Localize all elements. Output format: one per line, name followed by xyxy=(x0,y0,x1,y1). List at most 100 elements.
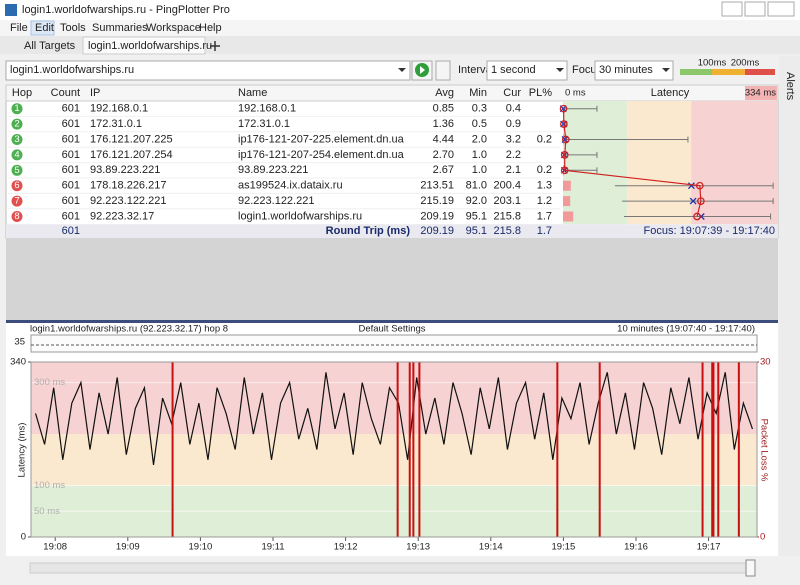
hop-status xyxy=(11,180,23,192)
y2-tick-label: 0 xyxy=(760,532,765,543)
menu-item[interactable]: Workspace xyxy=(146,22,201,34)
ip-cell: 176.121.207.225 xyxy=(90,133,173,145)
count-cell: 601 xyxy=(62,164,80,176)
avg-marker xyxy=(695,181,704,190)
splitter xyxy=(6,320,778,323)
hop-number: 3 xyxy=(14,134,19,145)
app-icon xyxy=(5,4,17,16)
legend-label: 100ms xyxy=(698,58,727,69)
table-body: Hop Count IP Name Avg Min Cur PL% Latency 0 ms 334… xyxy=(6,86,778,239)
column-header: Hop xyxy=(12,87,32,99)
cur-cell: 2.1 xyxy=(506,164,521,176)
avg-marker xyxy=(560,166,569,175)
latency-graph: 300 ms 100 ms 50 ms 0 340 0 30 Latency (ms) Pack… xyxy=(10,357,770,553)
menu-item[interactable]: Tools xyxy=(60,22,86,34)
close-button[interactable] xyxy=(767,1,795,17)
menu-item[interactable]: Edit xyxy=(35,22,54,34)
name-cell: ip176-121-207-254.element.dn.ua xyxy=(238,149,405,161)
zone-bad xyxy=(31,362,757,435)
name-cell: as199524.ix.dataix.ru xyxy=(238,180,343,192)
min-cell: 0.3 xyxy=(472,103,487,115)
name-cell: 93.89.223.221 xyxy=(238,164,308,176)
focus-select[interactable] xyxy=(594,60,674,81)
summary-pl: 1.7 xyxy=(537,225,552,237)
add-tab-button[interactable] xyxy=(210,41,220,51)
summary-avg: 209.19 xyxy=(420,225,454,237)
cur-cell: 203.1 xyxy=(493,195,521,207)
count-cell: 601 xyxy=(62,180,80,192)
latency-zone-bad xyxy=(691,101,777,225)
minimize-button[interactable] xyxy=(721,1,743,17)
min-cell: 2.0 xyxy=(472,133,487,145)
min-cell: 95.1 xyxy=(466,210,487,222)
menu-item[interactable]: File xyxy=(10,22,28,34)
count-cell: 601 xyxy=(62,103,80,115)
summary-label: Round Trip (ms) xyxy=(326,225,411,237)
column-header: Cur xyxy=(503,87,521,99)
avg-cell: 0.85 xyxy=(433,103,454,115)
target-input[interactable] xyxy=(5,60,411,81)
x-tick-label: 19:16 xyxy=(624,542,648,553)
name-cell: login1.worldofwarships.ru xyxy=(238,210,362,222)
avg-marker xyxy=(559,104,568,113)
pl-bar xyxy=(563,196,571,207)
column-header: IP xyxy=(90,87,100,99)
maximize-button[interactable] xyxy=(744,1,766,17)
latency-min-label: 0 ms xyxy=(565,88,586,99)
ip-cell: 176.121.207.254 xyxy=(90,149,173,161)
active-tab-bg xyxy=(82,36,206,55)
name-cell: 192.168.0.1 xyxy=(238,103,296,115)
interval-select[interactable] xyxy=(486,60,568,81)
avg-marker xyxy=(560,120,568,128)
legend-bad xyxy=(745,69,775,75)
y-tick-label: 0 xyxy=(21,532,26,543)
hop-number: 8 xyxy=(14,211,19,222)
x-tick-label: 19:08 xyxy=(43,542,67,553)
menu-item[interactable]: Help xyxy=(199,22,222,34)
focus-value: 30 minutes xyxy=(599,64,653,76)
pl-cell: 0.2 xyxy=(537,133,552,145)
time-scrollbar[interactable] xyxy=(29,562,756,574)
interval-label: Interval xyxy=(458,64,494,76)
tab[interactable]: All Targets xyxy=(24,40,76,52)
count-cell: 601 xyxy=(62,210,80,222)
x-tick-label: 19:11 xyxy=(261,542,284,553)
hop-number: 7 xyxy=(14,196,19,207)
alerts-label[interactable]: Alerts xyxy=(784,72,796,101)
y2-tick-label: 30 xyxy=(760,357,771,368)
inner-tick-label: 50 ms xyxy=(34,506,60,517)
avg-cell: 215.19 xyxy=(420,195,454,207)
x-tick-label: 19:17 xyxy=(697,542,721,553)
interval-value: 1 second xyxy=(491,64,536,76)
name-cell: 92.223.122.221 xyxy=(238,195,314,207)
tab[interactable]: login1.worldofwarships.ru xyxy=(88,40,212,52)
menu-item[interactable]: Summaries xyxy=(92,22,148,34)
ip-cell: 178.18.226.217 xyxy=(90,180,166,192)
alerts-panel xyxy=(779,56,800,556)
dropdown-arrow xyxy=(662,68,670,72)
min-cell: 92.0 xyxy=(466,195,487,207)
pl-cell: 1.2 xyxy=(537,195,552,207)
play-dropdown[interactable] xyxy=(435,60,451,81)
min-cell: 0.5 xyxy=(472,118,487,130)
hop-status xyxy=(11,195,23,207)
hop-number: 1 xyxy=(14,103,19,114)
hop-status xyxy=(11,103,23,115)
legend-good xyxy=(680,69,712,75)
window-title: login1.worldofwarships.ru - PingPlotter … xyxy=(22,4,230,16)
min-cell: 1.0 xyxy=(472,149,487,161)
x-tick-label: 19:13 xyxy=(406,542,430,553)
scroll-thumb[interactable] xyxy=(745,559,756,577)
avg-marker xyxy=(561,135,570,144)
avg-marker xyxy=(693,212,701,221)
overview-strip xyxy=(30,334,758,353)
menu-highlight xyxy=(30,20,55,36)
avg-cell: 2.67 xyxy=(433,164,454,176)
avg-marker xyxy=(697,197,705,205)
ip-cell: 92.223.122.221 xyxy=(90,195,166,207)
cur-cell: 2.2 xyxy=(506,149,521,161)
column-header: Avg xyxy=(435,87,454,99)
zone-warn xyxy=(31,434,757,486)
latency-trace xyxy=(34,372,754,466)
